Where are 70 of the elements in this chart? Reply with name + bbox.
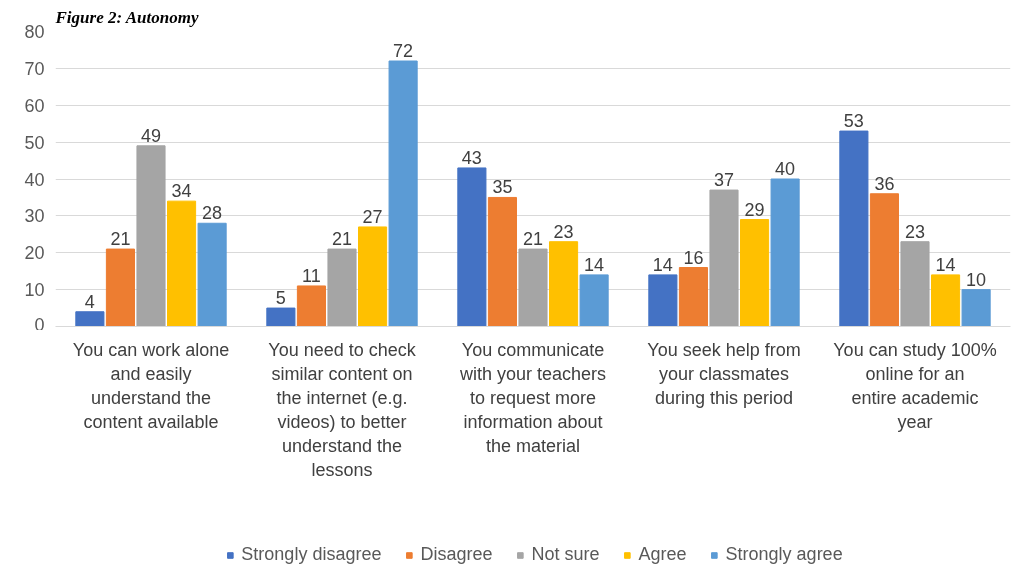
data-label: 29	[744, 199, 765, 220]
data-label: 53	[843, 111, 864, 132]
bar	[709, 189, 739, 327]
bar	[358, 226, 388, 327]
y-tick-label: 20	[24, 243, 45, 264]
y-tick-label: 30	[24, 206, 45, 227]
legend-label: Strongly disagree	[241, 544, 382, 565]
bar	[678, 267, 708, 327]
data-label: 40	[775, 159, 796, 179]
bar	[740, 219, 770, 327]
data-label: 14	[935, 254, 956, 275]
bar	[931, 274, 961, 327]
y-tick-label: 0	[34, 314, 45, 335]
data-label: 27	[362, 206, 383, 227]
y-tick-label: 70	[24, 58, 45, 79]
data-label: 16	[683, 247, 704, 268]
data-label: 14	[652, 254, 673, 275]
legend-label: Agree	[638, 544, 687, 565]
bar	[136, 145, 166, 327]
bar	[579, 274, 609, 327]
bar	[167, 200, 197, 327]
bar	[266, 307, 296, 327]
x-tick-label: You can study 100% online for an entire academic year	[833, 340, 997, 433]
legend-label: Disagree	[420, 544, 493, 565]
bar	[327, 248, 357, 327]
data-label: 35	[492, 177, 513, 198]
y-tick-label: 40	[24, 169, 45, 190]
bar	[869, 193, 899, 327]
bar	[900, 241, 930, 327]
bar	[296, 285, 326, 327]
x-tick-label: You need to check similar content on the internet (e.g. videos) to better understand the lessons	[268, 340, 417, 481]
bar	[197, 222, 227, 327]
data-label: 21	[522, 229, 544, 250]
data-label: 14	[584, 254, 605, 275]
data-label: 11	[302, 265, 321, 286]
data-label: 23	[553, 221, 574, 242]
data-label: 37	[713, 170, 735, 191]
y-tick-label: 60	[24, 95, 45, 116]
bar	[518, 248, 548, 327]
x-tick-label: You can work alone and easily understand the content available	[72, 340, 230, 433]
y-tick-label: 10	[24, 280, 45, 301]
data-label: 10	[966, 269, 987, 290]
bar	[961, 289, 991, 327]
chart-title: Figure 2: Autonomy	[54, 7, 199, 27]
x-tick-label: You seek help from your classmates during this period	[647, 340, 801, 409]
data-label: 28	[202, 203, 223, 224]
bar	[457, 167, 487, 327]
legend-label: Not sure	[531, 544, 600, 565]
legend-label: Strongly agree	[725, 544, 843, 565]
data-label: 36	[874, 173, 895, 194]
bar	[839, 130, 869, 327]
bar	[487, 196, 517, 327]
bar	[770, 178, 800, 327]
data-label: 49	[140, 125, 162, 146]
data-label: 21	[331, 229, 353, 250]
data-label: 21	[110, 229, 131, 250]
data-label: 34	[171, 181, 192, 202]
x-tick-label: You communicate with your teachers to request more information about the material	[458, 340, 607, 457]
bar	[549, 241, 579, 327]
data-label: 43	[461, 147, 482, 168]
data-label: 5	[275, 288, 286, 309]
bar	[75, 311, 105, 327]
bar	[648, 274, 678, 327]
data-label: 23	[904, 221, 926, 242]
data-label: 4	[84, 291, 95, 312]
bar	[388, 60, 418, 327]
data-label: 72	[393, 41, 414, 61]
y-tick-label: 50	[24, 132, 45, 153]
y-tick-label: 80	[24, 22, 45, 42]
bar	[105, 248, 135, 327]
